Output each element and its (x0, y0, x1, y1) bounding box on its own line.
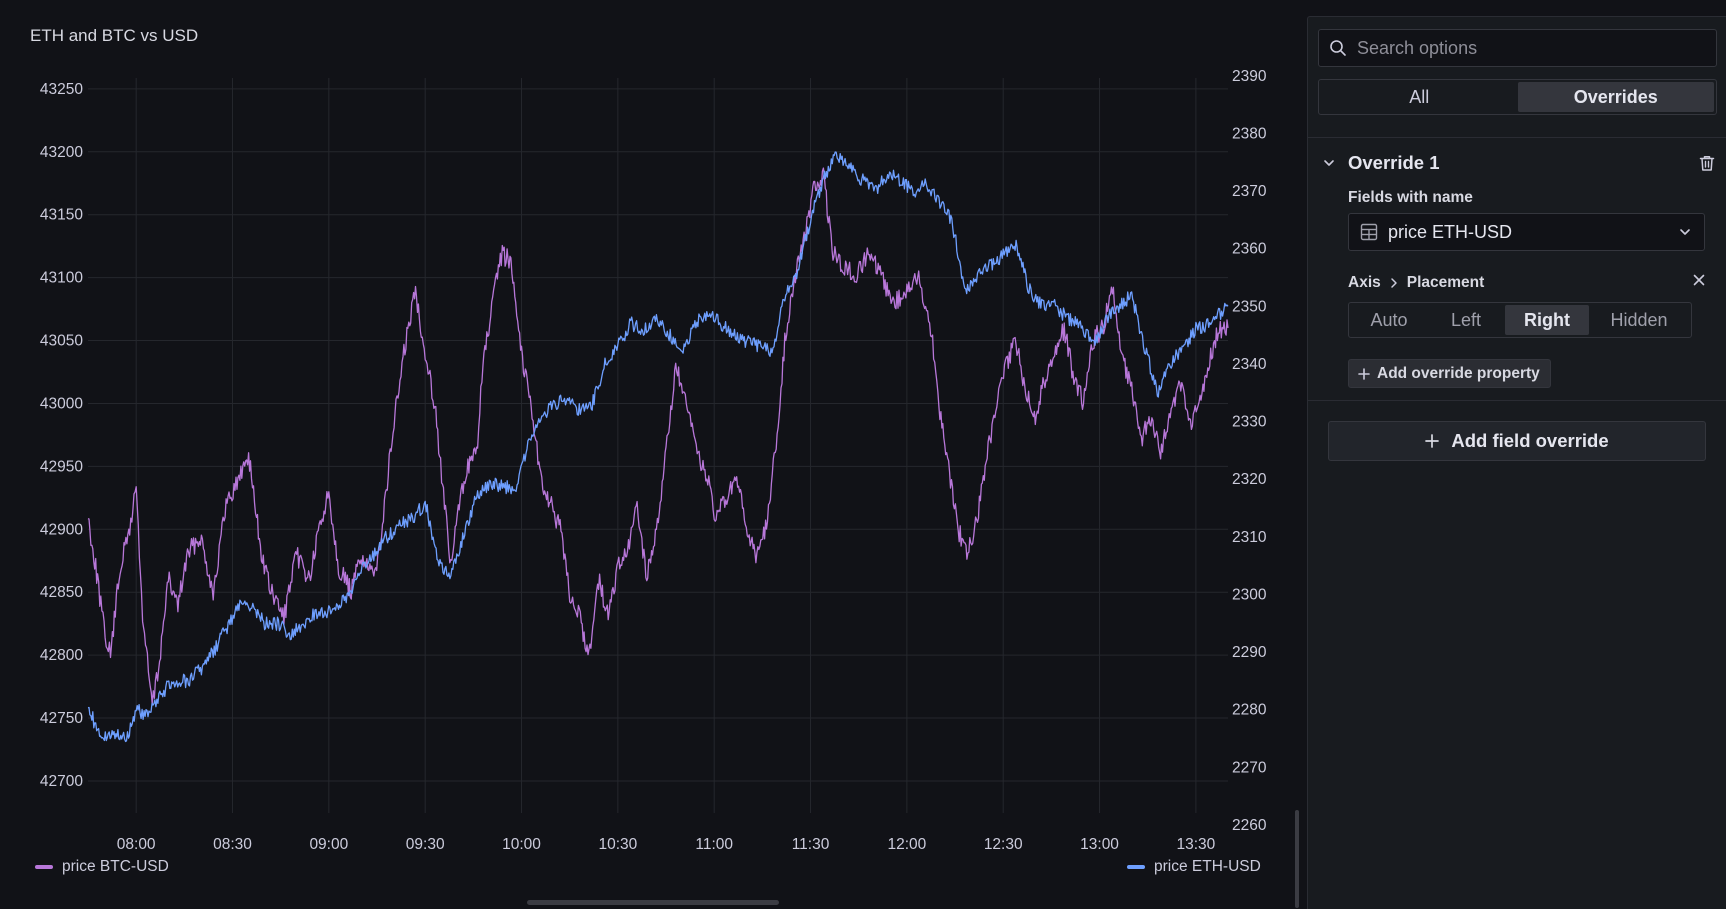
right-axis-tick-label: 2380 (1232, 125, 1267, 142)
trash-icon[interactable] (1698, 154, 1716, 172)
close-icon[interactable] (1692, 273, 1706, 287)
search-input[interactable] (1355, 36, 1699, 60)
legend-item-eth[interactable]: price ETH-USD (1127, 858, 1261, 876)
left-axis-tick-label: 43100 (40, 270, 83, 287)
property-name: Placement (1406, 274, 1485, 291)
right-axis-tick-label: 2280 (1232, 702, 1267, 719)
left-axis-tick-label: 42800 (40, 647, 83, 664)
plus-icon (1358, 367, 1370, 380)
right-axis-tick-label: 2360 (1232, 241, 1267, 258)
matcher-label: Fields with name (1348, 189, 1473, 206)
x-tick-label: 12:30 (984, 836, 1023, 853)
left-axis-tick-label: 43000 (40, 395, 83, 412)
chevron-right-icon (1389, 277, 1399, 289)
right-axis-tick-label: 2300 (1232, 586, 1267, 603)
placement-option-auto[interactable]: Auto (1370, 309, 1408, 330)
left-axis-tick-label: 42900 (40, 521, 83, 538)
left-axis-tick-label: 43200 (40, 144, 83, 161)
left-axis-tick-label: 43250 (40, 81, 83, 98)
x-tick-label: 10:30 (598, 836, 637, 853)
right-axis-tick-label: 2270 (1232, 759, 1267, 776)
plus-icon (1425, 434, 1440, 448)
options-tabs: All Overrides (1318, 79, 1717, 115)
divider (1308, 400, 1726, 401)
left-axis-tick-label: 42850 (40, 584, 83, 601)
options-pane: All Overrides Override 1 Fields with nam… (1307, 16, 1726, 909)
field-select-value: price ETH-USD (1388, 221, 1513, 242)
right-axis-tick-label: 2370 (1232, 183, 1267, 200)
x-tick-label: 11:00 (695, 836, 733, 853)
x-tick-label: 10:00 (502, 836, 541, 853)
x-tick-label: 09:00 (309, 836, 348, 853)
right-axis-tick-label: 2350 (1232, 298, 1267, 315)
series-line-btc[interactable] (87, 167, 1229, 706)
divider (1308, 137, 1726, 138)
left-axis-tick-label: 42700 (40, 773, 83, 790)
x-tick-label: 11:30 (792, 836, 830, 853)
left-axis-tick-label: 43150 (40, 207, 83, 224)
left-axis-tick-label: 42950 (40, 458, 83, 475)
x-tick-label: 12:00 (887, 836, 926, 853)
override-title: Override 1 (1348, 152, 1440, 173)
add-override-property-button[interactable]: Add override property (1348, 359, 1551, 388)
right-axis-tick-label: 2340 (1232, 356, 1267, 373)
legend-swatch-btc (35, 865, 53, 869)
add-field-override-label: Add field override (1451, 430, 1609, 451)
timeseries-chart[interactable]: 08:00 08:30 09:00 09:30 10:00 10:30 11:00 11:30… (0, 0, 1300, 908)
tab-all[interactable]: All (1409, 86, 1430, 107)
override-header[interactable]: Override 1 (1308, 145, 1726, 181)
horizontal-scrollbar[interactable] (527, 900, 779, 905)
right-axis-tick-label: 2310 (1232, 529, 1267, 546)
legend-label-btc: price BTC-USD (62, 858, 169, 875)
x-tick-label: 13:00 (1080, 836, 1119, 853)
add-override-property-label: Add override property (1377, 364, 1540, 382)
series-line-eth[interactable] (87, 151, 1229, 743)
placement-radio-group: Auto Left Right Hidden (1348, 302, 1692, 338)
left-axis-tick-label: 42750 (40, 710, 83, 727)
x-tick-label: 08:30 (213, 836, 252, 853)
placement-option-right[interactable]: Right (1505, 305, 1589, 335)
x-tick-label: 13:30 (1176, 836, 1215, 853)
add-field-override-button[interactable]: Add field override (1328, 421, 1706, 461)
right-axis-tick-label: 2290 (1232, 644, 1267, 661)
property-group: Axis (1348, 274, 1381, 291)
x-tick-label: 08:00 (117, 836, 156, 853)
right-axis-tick-label: 2390 (1232, 68, 1267, 85)
table-icon (1360, 223, 1378, 241)
vertical-scrollbar[interactable] (1295, 810, 1299, 908)
legend-item-btc[interactable]: price BTC-USD (35, 858, 169, 876)
left-axis-tick-label: 43050 (40, 333, 83, 350)
panel-title: ETH and BTC vs USD (30, 26, 199, 45)
right-axis-tick-label: 2320 (1232, 471, 1267, 488)
legend-swatch-eth (1127, 865, 1145, 869)
right-axis-tick-label: 2330 (1232, 414, 1267, 431)
search-icon (1330, 40, 1346, 56)
property-breadcrumb: Axis Placement (1348, 274, 1705, 292)
tab-overrides[interactable]: Overrides (1517, 82, 1714, 112)
placement-option-hidden[interactable]: Hidden (1610, 309, 1668, 330)
chevron-down-icon[interactable] (1322, 156, 1336, 170)
chart-panel: ETH and BTC vs USD 08:00 08:30 09:00 09:30 1… (0, 0, 1300, 908)
right-axis-tick-label: 2260 (1232, 817, 1267, 834)
legend-label-eth: price ETH-USD (1154, 858, 1261, 875)
chevron-down-icon (1680, 229, 1690, 235)
search-box[interactable] (1318, 29, 1717, 67)
x-tick-label: 09:30 (406, 836, 445, 853)
field-name-select[interactable]: price ETH-USD (1348, 213, 1705, 251)
placement-option-left[interactable]: Left (1450, 309, 1482, 330)
